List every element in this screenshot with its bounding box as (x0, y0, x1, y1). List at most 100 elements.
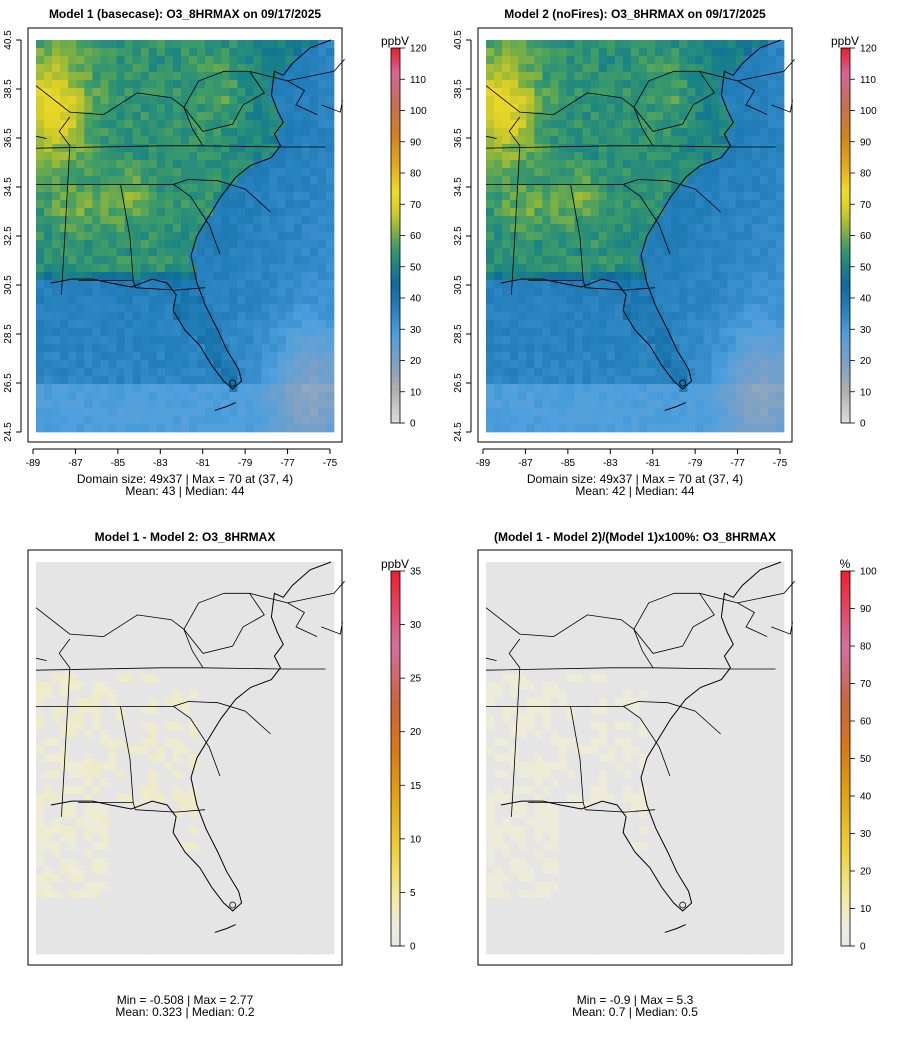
heatmap-cell (213, 634, 222, 643)
heatmap-cell (92, 192, 101, 201)
heatmap-cell (494, 40, 503, 49)
colorbar-segment (841, 288, 850, 293)
heatmap-cell (582, 128, 592, 137)
heatmap-cell (100, 602, 109, 611)
heatmap-cell (92, 400, 101, 409)
heatmap-cell (486, 368, 495, 377)
heatmap-cell (189, 666, 198, 675)
heatmap-cell (510, 352, 519, 361)
heatmap-cell (148, 184, 158, 193)
heatmap-cell (269, 674, 278, 683)
heatmap-cell (309, 416, 319, 425)
heatmap-cell (124, 384, 133, 393)
heatmap-cell (285, 586, 295, 595)
colorbar-segment (391, 113, 400, 118)
heatmap-cell (132, 360, 142, 369)
heatmap-cell (237, 682, 246, 691)
heatmap-cell (132, 320, 142, 329)
heatmap-cell (285, 120, 295, 129)
heatmap-cell (60, 650, 69, 659)
heatmap-cell (639, 240, 648, 249)
heatmap-cell (647, 112, 656, 121)
heatmap-cell (261, 698, 270, 707)
heatmap-cell (164, 400, 174, 409)
heatmap-cell (582, 264, 592, 273)
heatmap-cell (695, 248, 704, 257)
heatmap-cell (743, 256, 753, 265)
heatmap-cell (68, 730, 77, 739)
heatmap-cell (245, 336, 254, 345)
heatmap-cell (172, 570, 182, 579)
heatmap-cell (148, 40, 158, 49)
heatmap-cell (582, 88, 592, 97)
heatmap-cell (205, 216, 214, 225)
heatmap-cell (639, 152, 648, 161)
heatmap-cell (92, 706, 101, 715)
heatmap-cell (293, 626, 303, 635)
heatmap-cell (494, 248, 503, 257)
heatmap-cell (671, 288, 680, 297)
heatmap-cell (293, 578, 303, 587)
heatmap-cell (542, 160, 551, 169)
heatmap-cell (606, 224, 616, 233)
heatmap-cell (180, 128, 190, 137)
heatmap-cell (140, 200, 150, 209)
heatmap-cell (542, 80, 551, 89)
heatmap-cell (558, 216, 567, 225)
heatmap-cell (598, 256, 608, 265)
heatmap-cell (52, 88, 61, 97)
x-tick-label: -77 (280, 458, 295, 469)
state-border (570, 184, 584, 281)
heatmap-cell (518, 152, 527, 161)
heatmap-cell (197, 376, 206, 385)
heatmap-cell (574, 56, 583, 65)
colorbar-segment (841, 379, 850, 383)
heatmap-cell (526, 304, 535, 313)
heatmap-cell (197, 192, 206, 201)
heatmap-cell (116, 104, 125, 113)
heatmap-cell (221, 722, 230, 731)
heatmap-cell (108, 746, 117, 755)
heatmap-cell (598, 216, 608, 225)
colorbar-segment (391, 376, 400, 380)
heatmap-cell (245, 714, 254, 723)
heatmap-cell (213, 328, 222, 337)
heatmap-cell (727, 288, 737, 297)
heatmap-cell (285, 754, 295, 763)
heatmap-cell (84, 80, 93, 89)
heatmap-cell (759, 120, 769, 129)
heatmap-cell (301, 424, 311, 433)
heatmap-cell (293, 184, 303, 193)
heatmap-cell (606, 72, 616, 81)
heatmap-cell (205, 690, 214, 699)
heatmap-cell (92, 360, 101, 369)
heatmap-cell (679, 400, 688, 409)
heatmap-cell (180, 64, 190, 73)
heatmap-cell (598, 168, 608, 177)
heatmap-cell (60, 586, 69, 595)
heatmap-cell (622, 56, 632, 65)
heatmap-cell (775, 240, 785, 249)
heatmap-cell (124, 208, 133, 217)
heatmap-cell (486, 40, 495, 49)
heatmap-cell (317, 714, 327, 723)
heatmap-cell (767, 128, 777, 137)
colorbar-segment (391, 216, 400, 221)
heatmap-cell (630, 120, 640, 129)
heatmap-cell (518, 320, 527, 329)
heatmap-cell (124, 112, 133, 121)
heatmap-cell (550, 128, 559, 137)
heatmap-cell (317, 160, 327, 169)
heatmap-cell (189, 416, 198, 425)
colorbar-segment (841, 138, 850, 143)
heatmap-cell (671, 416, 680, 425)
heatmap-cell (687, 160, 696, 169)
heatmap-cell (542, 200, 551, 209)
heatmap-cell (695, 216, 704, 225)
heatmap-cell (526, 144, 535, 153)
heatmap-cell (52, 224, 61, 233)
heatmap-cell (630, 296, 640, 305)
heatmap-cell (293, 248, 303, 257)
heatmap-cell (566, 288, 575, 297)
heatmap-cell (719, 152, 728, 161)
